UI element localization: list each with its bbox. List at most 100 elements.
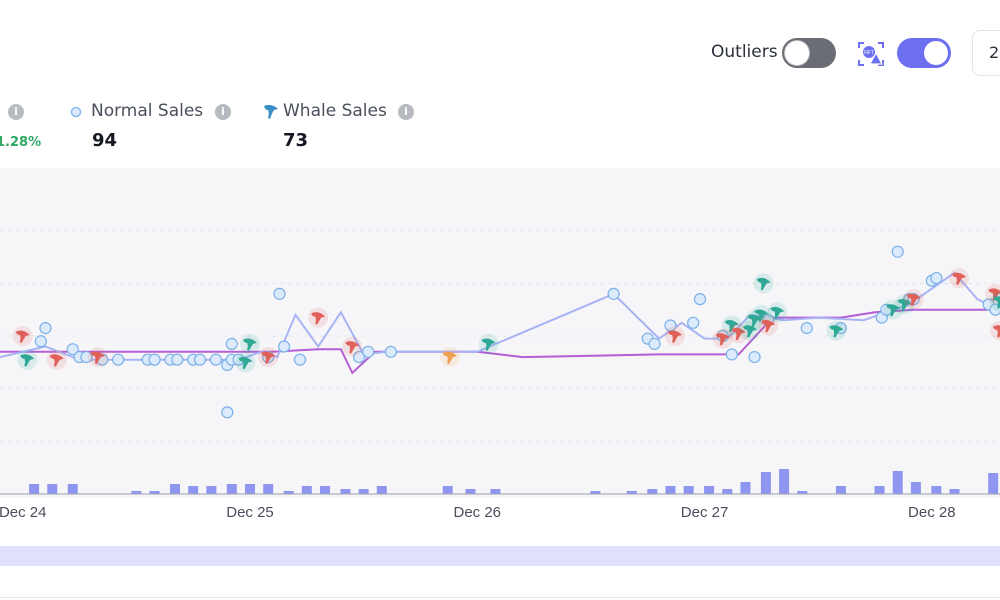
volume-bar (949, 489, 960, 494)
normal-sale-point (693, 293, 707, 306)
normal-sale-point (748, 350, 761, 364)
volume-bar (704, 486, 715, 494)
outliers-label: Outliers (711, 42, 778, 62)
volume-bar (358, 489, 369, 494)
whale-sale-point (90, 351, 105, 365)
whale-sale-point (756, 277, 771, 291)
chart-range-scrollbar[interactable] (0, 546, 1000, 566)
whale-sales-count: 73 (283, 130, 309, 151)
whale-sales-label: Whale Sales (283, 101, 387, 121)
normal-sale-point (930, 271, 943, 285)
whale-sale-point (724, 320, 739, 333)
volume-bar (683, 486, 694, 494)
whale-sale-point (443, 351, 457, 365)
volume-bar (490, 489, 501, 494)
volume-bar (226, 484, 237, 494)
x-tick-label: Dec 28 (908, 504, 956, 521)
volume-bar (931, 486, 942, 494)
volume-bar (149, 491, 160, 494)
nft-overlay-toggle[interactable] (897, 38, 951, 68)
volume-bar (892, 471, 903, 494)
outliers-toggle[interactable] (782, 38, 836, 68)
whale-sale-point (761, 320, 776, 333)
normal-sale-point (209, 353, 223, 366)
volume-bar (442, 486, 453, 494)
normal-sale-point (800, 322, 813, 335)
whale-sale-point (481, 338, 496, 351)
normal-sale-point (607, 287, 620, 300)
volume-bar (835, 486, 846, 494)
normal-sale-point (273, 287, 286, 300)
volume-bar (590, 491, 601, 494)
info-icon[interactable]: i (398, 104, 414, 120)
normal-sale-point (648, 337, 661, 350)
volume-bar (910, 482, 921, 494)
floor-price-line (0, 308, 1000, 375)
volume-bar (740, 482, 751, 494)
toggle-knob (924, 41, 948, 65)
volume-bar (340, 489, 351, 494)
whale-sale-point (897, 298, 912, 312)
whale-sale-point (243, 338, 257, 351)
time-range-button[interactable]: 24 (972, 30, 1000, 76)
x-tick-label: Dec 24 (0, 504, 46, 521)
normal-sale-point (725, 348, 738, 361)
volume-bar (206, 486, 217, 494)
normal-sale-point (225, 337, 238, 350)
volume-bar (263, 484, 274, 494)
info-icon[interactable]: i (215, 104, 231, 120)
volume-bar (29, 484, 40, 494)
volume-bar (170, 484, 180, 494)
volume-bar (465, 489, 476, 494)
volume-bar (665, 486, 676, 494)
volume-bar (722, 489, 733, 494)
info-icon[interactable]: i (8, 104, 24, 120)
volume-bar (320, 486, 330, 494)
whale-sale-point (743, 325, 757, 338)
nft-overlay-icon: NFT (856, 40, 886, 68)
whale-sale-point (886, 304, 901, 317)
svg-text:NFT: NFT (864, 50, 874, 56)
whale-sale-point (754, 309, 769, 322)
volume-bar (67, 484, 78, 494)
normal-sale-point (171, 353, 184, 366)
normal-sale-point (221, 406, 234, 419)
normal-sale-point (112, 353, 125, 366)
whale-sale-point (988, 288, 1000, 301)
volume-bar (283, 491, 294, 494)
whale-icon (264, 105, 278, 119)
normal-sale-point (362, 345, 375, 358)
whale-sale-point (261, 351, 276, 365)
sales-scatter-chart[interactable]: Dec 24 Dec 25 Dec 26 Dec 27 Dec 28 (0, 168, 1000, 528)
whale-sale-point (345, 341, 360, 354)
volume-bar (647, 489, 658, 494)
volume-bar (988, 473, 999, 494)
normal-sale-legend-icon (70, 106, 82, 118)
normal-sale-point (80, 350, 93, 364)
whale-sale-point (993, 296, 1000, 309)
whale-sale-point (49, 354, 64, 367)
whale-sale-point (770, 306, 785, 320)
normal-sale-point (277, 340, 291, 353)
normal-sale-point (34, 335, 48, 348)
normal-sale-point (687, 316, 700, 329)
normal-sale-point (39, 322, 52, 335)
whale-sale-point (906, 293, 921, 307)
volume-bar (131, 491, 142, 494)
chart-plot-area (0, 168, 1000, 498)
toggle-knob (785, 41, 809, 65)
whale-sale-point (15, 330, 30, 343)
whale-sale-point (731, 327, 746, 341)
volume-bar (188, 486, 199, 494)
normal-sale-point (891, 245, 904, 258)
normal-sales-label: Normal Sales (91, 101, 204, 121)
normal-sale-point (293, 353, 307, 366)
normal-sale-point (148, 353, 161, 366)
volume-bar (779, 469, 790, 494)
volume-bar (797, 491, 808, 494)
whale-sale-point (747, 314, 762, 328)
whale-sale-point (829, 325, 844, 338)
volume-bar (47, 484, 58, 494)
divider (0, 597, 1000, 598)
normal-sales-count: 94 (92, 130, 118, 151)
